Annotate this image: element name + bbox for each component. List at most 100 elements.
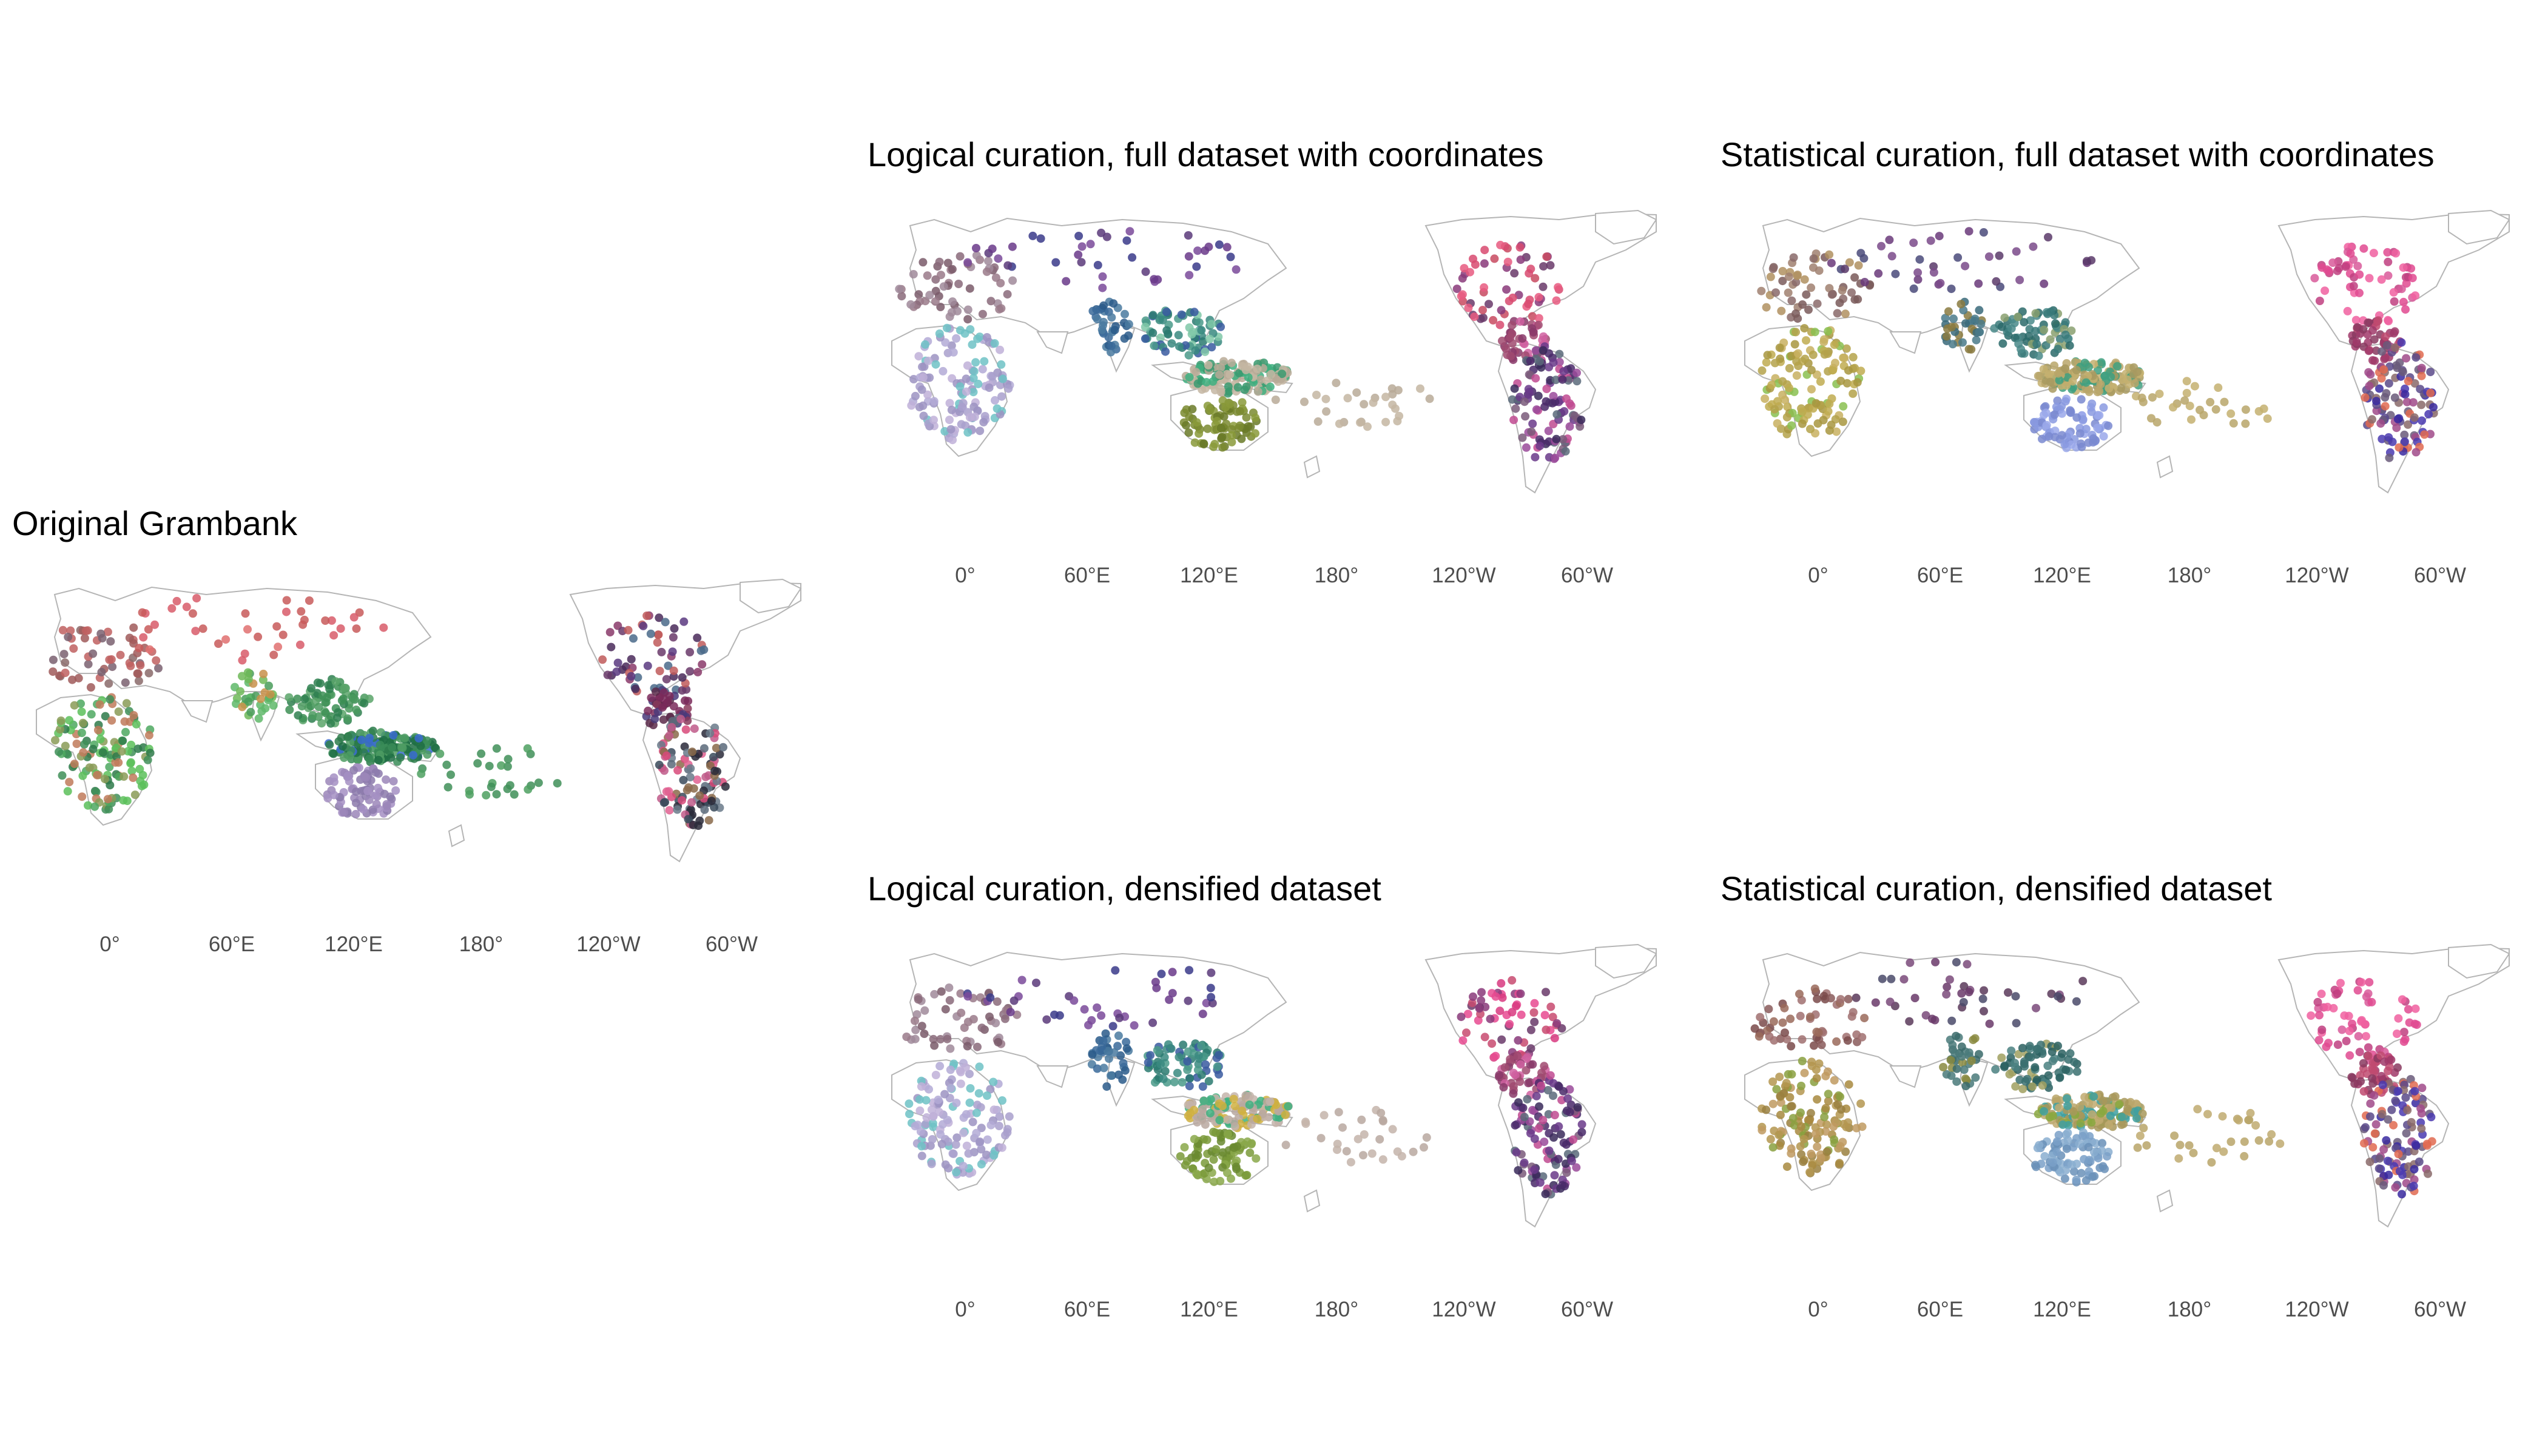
language-point — [2401, 1093, 2410, 1102]
language-point — [1312, 391, 1321, 399]
language-point — [965, 284, 974, 293]
language-point — [647, 693, 656, 703]
language-point — [436, 749, 445, 758]
language-point — [1184, 252, 1193, 261]
language-point — [2096, 380, 2105, 389]
language-point — [295, 640, 305, 649]
language-point — [2368, 1143, 2378, 1152]
language-point — [51, 736, 59, 745]
language-point — [1807, 1150, 1816, 1158]
language-point — [1816, 1154, 1825, 1163]
language-point — [2416, 1104, 2425, 1113]
language-point — [931, 360, 940, 369]
language-point — [1554, 1154, 1563, 1164]
language-point — [1769, 1017, 1778, 1026]
language-point — [1811, 1129, 1820, 1138]
language-point — [132, 720, 141, 729]
language-point — [2018, 1085, 2027, 1093]
language-point — [1844, 366, 1853, 375]
language-point — [665, 806, 674, 815]
language-point — [2061, 364, 2070, 373]
language-point — [655, 667, 664, 675]
language-point — [988, 244, 997, 254]
language-point — [2402, 397, 2412, 406]
language-point — [1787, 1042, 1796, 1051]
language-point — [1359, 1151, 1367, 1160]
language-point — [1074, 250, 1083, 259]
language-point — [2061, 397, 2070, 406]
language-point — [972, 251, 981, 260]
language-point — [1964, 227, 1973, 236]
language-point — [1207, 968, 1216, 977]
language-point — [1549, 358, 1558, 367]
language-point — [1952, 1064, 1961, 1073]
language-point — [1212, 1145, 1221, 1154]
language-point — [1388, 1125, 1397, 1134]
language-point — [1921, 1011, 1930, 1020]
language-point — [2381, 393, 2390, 402]
language-point — [1807, 366, 1816, 375]
language-point — [104, 679, 113, 688]
language-point — [1231, 1102, 1239, 1111]
language-point — [92, 787, 101, 797]
panel-original: Original Grambank 0° 60°E 120°E 180° 120… — [12, 504, 813, 965]
language-point — [1150, 275, 1159, 284]
language-point — [1825, 399, 1834, 408]
language-point — [352, 706, 361, 714]
language-point — [2170, 1131, 2179, 1141]
language-point — [943, 323, 951, 332]
language-point — [2426, 368, 2435, 377]
language-point — [688, 747, 696, 757]
language-point — [2042, 420, 2051, 430]
language-point — [1104, 1046, 1113, 1056]
language-point — [2067, 326, 2076, 335]
language-point — [129, 774, 138, 782]
language-point — [1540, 1138, 1549, 1147]
language-point — [690, 724, 699, 733]
language-point — [2384, 271, 2393, 280]
language-point — [1768, 1099, 1778, 1108]
language-point — [2366, 370, 2375, 379]
language-point — [1213, 417, 1221, 426]
language-point — [1807, 385, 1816, 394]
language-point — [1338, 1123, 1347, 1132]
language-point — [1822, 1120, 1831, 1129]
language-point — [1524, 385, 1533, 394]
coastline — [1036, 1065, 1069, 1088]
language-point — [524, 785, 533, 794]
language-point — [2182, 377, 2191, 386]
language-point — [1281, 1141, 1290, 1150]
language-point — [317, 719, 326, 728]
language-point — [1518, 433, 1527, 442]
language-point — [1842, 379, 1852, 388]
language-point — [329, 749, 338, 758]
language-point — [1086, 240, 1095, 249]
language-point — [662, 675, 671, 684]
language-point — [1792, 371, 1801, 380]
x-tick-180: 180° — [459, 932, 504, 956]
x-tick-0: 0° — [1808, 1298, 1828, 1321]
language-point — [1512, 1002, 1520, 1011]
language-point — [1542, 988, 1550, 997]
language-point — [2078, 977, 2088, 986]
language-point — [1767, 380, 1776, 389]
language-point — [1915, 255, 1924, 264]
language-point — [2356, 1077, 2365, 1086]
language-point — [917, 1082, 926, 1091]
language-point — [2105, 1121, 2114, 1130]
language-point — [1378, 1155, 1387, 1164]
language-point — [1850, 295, 1859, 304]
language-point — [1531, 374, 1540, 383]
language-point — [2040, 1152, 2049, 1161]
language-point — [1814, 1028, 1823, 1037]
language-point — [2417, 363, 2426, 372]
language-point — [61, 741, 70, 750]
language-point — [1858, 1122, 1867, 1131]
language-point — [1805, 1168, 1815, 1177]
language-point — [1508, 1008, 1517, 1017]
language-point — [2382, 1136, 2391, 1145]
language-point — [1161, 347, 1170, 356]
language-point — [2214, 383, 2223, 392]
language-point — [1381, 417, 1390, 426]
language-point — [1124, 320, 1133, 329]
